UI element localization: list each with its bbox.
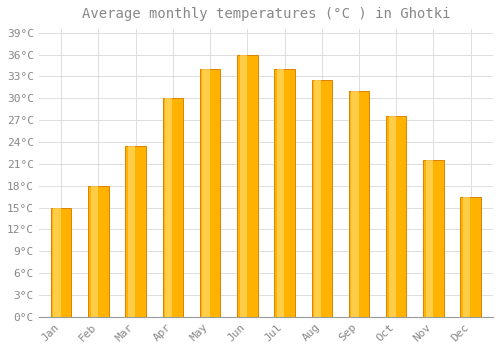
- Bar: [54, 208, 60, 317]
- Bar: [423, 160, 444, 317]
- Title: Average monthly temperatures (°C ) in Ghotki: Average monthly temperatures (°C ) in Gh…: [82, 7, 450, 21]
- Bar: [51, 208, 72, 317]
- Bar: [200, 69, 220, 317]
- Bar: [312, 80, 332, 317]
- Bar: [388, 117, 396, 317]
- Bar: [237, 55, 258, 317]
- Bar: [240, 55, 247, 317]
- Bar: [162, 98, 183, 317]
- Bar: [128, 146, 135, 317]
- Bar: [352, 91, 358, 317]
- Bar: [386, 117, 406, 317]
- Bar: [202, 69, 209, 317]
- Bar: [88, 186, 108, 317]
- Bar: [90, 186, 98, 317]
- Bar: [126, 146, 146, 317]
- Bar: [349, 91, 370, 317]
- Bar: [274, 69, 295, 317]
- Bar: [460, 197, 481, 317]
- Bar: [165, 98, 172, 317]
- Bar: [277, 69, 284, 317]
- Bar: [314, 80, 322, 317]
- Bar: [463, 197, 470, 317]
- Bar: [426, 160, 433, 317]
